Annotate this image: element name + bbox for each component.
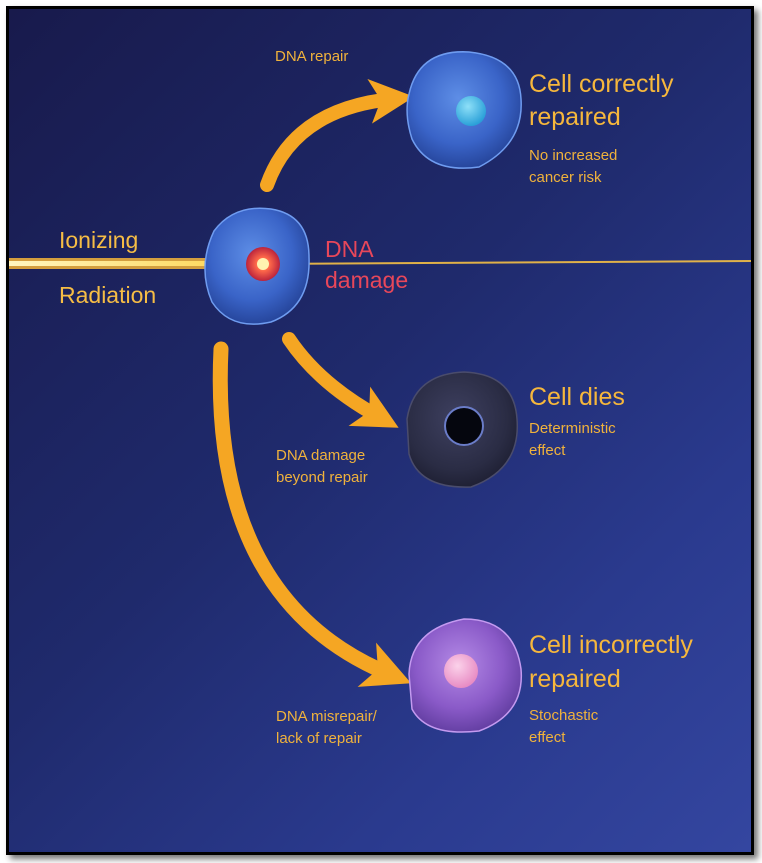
outcome-title-correct-line2: repaired xyxy=(529,103,621,131)
dna-damage-label-line2: damage xyxy=(325,267,409,293)
radiation-beam-exit xyxy=(258,260,751,265)
outcome-desc-correct-line1: No increased xyxy=(529,147,618,164)
outcome-desc-incorrect-line2: effect xyxy=(529,729,566,746)
outcome-desc-dies-line1: Deterministic xyxy=(529,420,616,437)
outcome-title-incorrect-line1: Cell incorrectly xyxy=(529,631,693,659)
outcome-title-dies: Cell dies xyxy=(529,383,625,411)
arrow-misrepair xyxy=(212,341,412,687)
arrow-label-beyond-repair-line1: DNA damage xyxy=(276,447,366,464)
outcome-title-correct-line1: Cell correctly xyxy=(529,70,674,98)
arrow-label-misrepair-line1: DNA misrepair/ xyxy=(276,708,377,725)
healthy-nucleus xyxy=(456,96,486,126)
radiation-label-line1: Ionizing xyxy=(59,227,139,253)
outcome-desc-dies-line2: effect xyxy=(529,442,566,459)
mutated-nucleus xyxy=(444,654,478,688)
arrow-label-dna-repair: DNA repair xyxy=(275,48,349,65)
diagram-artwork xyxy=(9,51,751,733)
radiation-hit xyxy=(257,258,269,270)
arrow-dna-repair xyxy=(260,78,415,192)
diagram-frame: Ionizing Radiation DNA damage DNA repair… xyxy=(6,6,754,855)
outcome-desc-incorrect-line1: Stochastic xyxy=(529,707,599,724)
arrow-label-beyond-repair-line2: beyond repair xyxy=(276,469,368,486)
outcome-desc-correct-line2: cancer risk xyxy=(529,169,602,186)
radiation-label-line2: Radiation xyxy=(59,282,157,308)
dead-nucleus xyxy=(444,406,484,446)
dna-damage-label-line1: DNA xyxy=(325,236,374,262)
outcome-title-incorrect-line2: repaired xyxy=(529,665,621,693)
arrow-label-misrepair-line2: lack of repair xyxy=(276,730,362,747)
radiation-beam xyxy=(9,261,259,266)
arrow-damage-beyond-repair xyxy=(282,332,399,428)
